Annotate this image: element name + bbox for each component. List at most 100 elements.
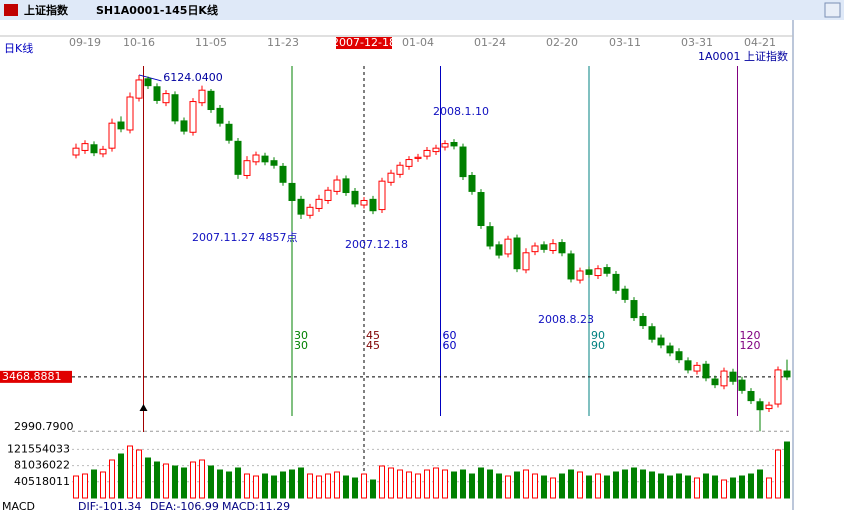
x-tick-label: 09-19 <box>69 36 101 49</box>
volume-bar <box>631 467 637 499</box>
x-tick-label: 2007-12-18 <box>332 36 396 49</box>
indicator-text: MACD:11.29 <box>222 500 290 510</box>
x-tick-label: 11-05 <box>195 36 227 49</box>
annotation: 2008.1.10 <box>433 105 489 118</box>
candle-body <box>567 253 575 280</box>
candle-body <box>369 198 377 212</box>
volume-bar <box>622 469 628 499</box>
x-tick-label: 02-20 <box>546 36 578 49</box>
cycle-label: 45 <box>366 339 380 352</box>
symbol-label: 1A0001 上证指数 <box>698 49 788 63</box>
candle-body <box>423 149 431 157</box>
candle-body <box>72 147 80 156</box>
candle-body <box>432 147 440 153</box>
volume-bar <box>775 449 781 499</box>
volume-bar <box>433 467 439 499</box>
candle-body <box>261 155 269 163</box>
volume-bar <box>370 479 376 499</box>
candle-body <box>171 94 179 122</box>
candle-body <box>657 337 665 346</box>
candle-body <box>486 226 494 247</box>
annotation: 2007.12.18 <box>345 238 408 251</box>
candle-body <box>783 370 791 378</box>
x-tick-label: 01-24 <box>474 36 506 49</box>
volume-bar <box>730 477 736 499</box>
candle-body <box>90 144 98 154</box>
volume-bar <box>154 461 160 499</box>
cycle-label: 60 <box>443 329 457 342</box>
candle-body <box>747 391 755 402</box>
high-label: 6124.0400 <box>163 71 223 84</box>
candle-body <box>351 190 359 205</box>
candle-body <box>207 90 215 111</box>
volume-bar <box>271 475 277 499</box>
volume-bar <box>712 475 718 499</box>
candle-body <box>189 101 197 133</box>
volume-bar <box>685 475 691 499</box>
candle-body <box>459 146 467 178</box>
volume-bar <box>244 473 250 499</box>
candle-body <box>396 164 404 175</box>
volume-bar <box>280 471 286 499</box>
candle-body <box>216 107 224 124</box>
volume-bar <box>478 467 484 499</box>
candle-body <box>135 79 143 99</box>
volume-bar <box>604 475 610 499</box>
plot: 09-19 10-16 11-05 11-23 2007-12-18 01-04 01-24… <box>0 36 791 510</box>
volume-bar <box>199 459 205 499</box>
annotation: 2007.11.27 4857点 <box>192 231 297 244</box>
volume-tick-label: 81036022 <box>14 459 70 472</box>
candle-body <box>540 244 548 250</box>
cycle-label: 90 <box>591 339 605 352</box>
indicator-text: DEA:-106.99 <box>150 500 219 510</box>
volume-bar <box>82 473 88 499</box>
candle-body <box>414 156 422 159</box>
candle-body <box>729 371 737 382</box>
volume-bar <box>136 449 142 499</box>
volume-bar <box>676 473 682 499</box>
volume-bar <box>694 477 700 499</box>
volume-bar <box>505 475 511 499</box>
cycle-label: 30 <box>294 339 308 352</box>
candle-body <box>621 288 629 300</box>
volume-bar <box>298 467 304 499</box>
volume-bar <box>586 475 592 499</box>
volume-bar <box>343 475 349 499</box>
candle-body <box>198 89 206 104</box>
volume-bar <box>91 469 97 499</box>
volume-bar <box>316 475 322 499</box>
volume-bar <box>163 463 169 499</box>
candle-body <box>612 273 620 291</box>
candle-body <box>675 351 683 361</box>
volume-bar <box>667 475 673 499</box>
window-title: 上证指数 <box>24 3 69 17</box>
volume-bar <box>172 465 178 499</box>
close-button[interactable] <box>824 2 841 18</box>
candle-body <box>153 86 161 101</box>
volume-bar <box>469 473 475 499</box>
candle-body <box>648 326 656 340</box>
candle-body <box>315 198 323 209</box>
volume-bar <box>523 469 529 499</box>
x-tick-label: 03-11 <box>609 36 641 49</box>
last-price-label: 3468.8881 <box>2 370 62 383</box>
candle-body <box>693 364 701 372</box>
candle-body <box>279 165 287 183</box>
volume-bar <box>766 477 772 499</box>
candle-body <box>243 160 251 176</box>
candle-body <box>306 206 314 216</box>
volume-bar <box>415 473 421 499</box>
volume-bar <box>487 469 493 499</box>
volume-bar <box>658 473 664 499</box>
cycle-label: 45 <box>366 329 380 342</box>
candle-body <box>684 360 692 371</box>
candle-body <box>513 237 521 270</box>
x-tick-label: 03-31 <box>681 36 713 49</box>
candle-body <box>81 143 89 151</box>
candle-body <box>702 363 710 379</box>
peak-arrow <box>139 404 148 411</box>
volume-bar <box>406 471 412 499</box>
candle-body <box>378 180 386 211</box>
